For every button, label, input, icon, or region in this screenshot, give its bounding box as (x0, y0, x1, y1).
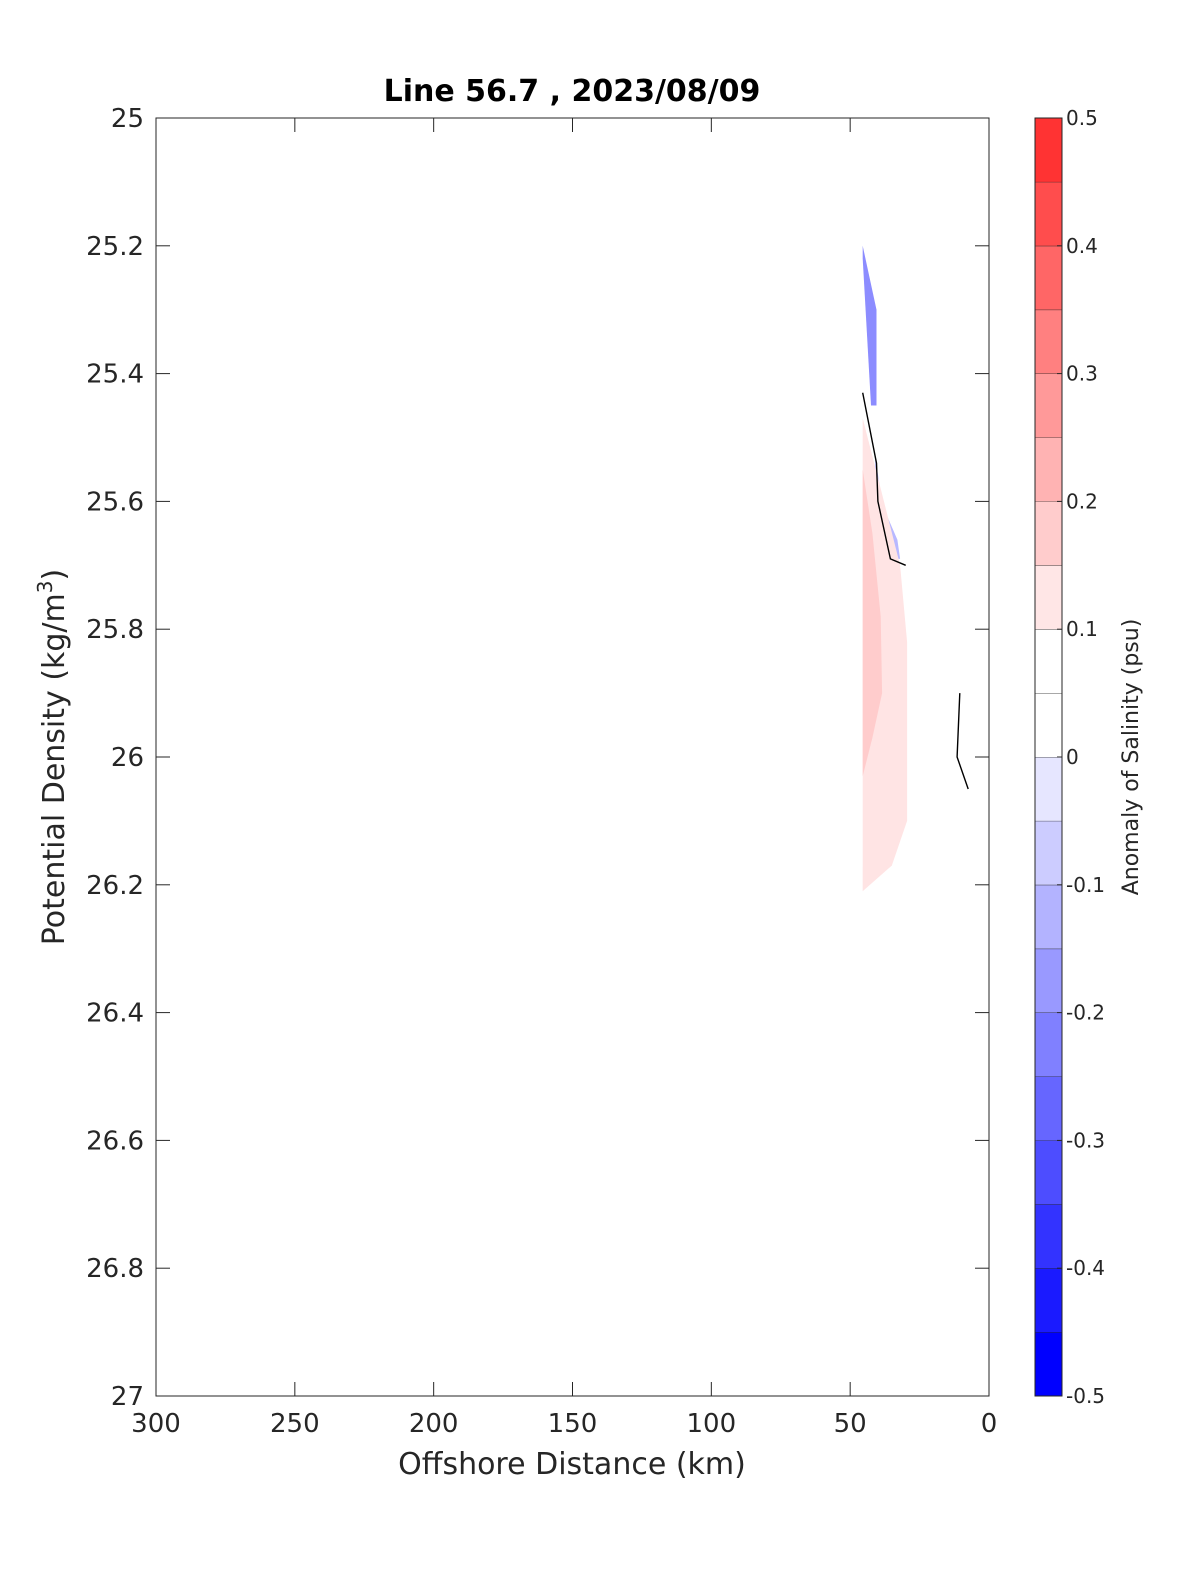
y-tick-label: 25.6 (86, 487, 144, 517)
colorbar-band (1035, 757, 1062, 821)
colorbar-tick-label: -0.2 (1066, 1001, 1105, 1025)
x-axis-ticks: 300 250 200 150 100 50 0 (131, 118, 997, 1439)
colorbar-bands (1035, 117, 1062, 1396)
y-tick-label: 25.4 (86, 360, 144, 390)
region-positive-anomaly-outer (862, 418, 908, 892)
colorbar-tick-label: 0.2 (1066, 489, 1098, 513)
colorbar-band (1035, 1140, 1062, 1205)
colorbar-band (1035, 948, 1062, 1013)
colorbar-tick-label: 0.5 (1066, 106, 1098, 130)
colorbar-band (1035, 373, 1062, 438)
colorbar-tick-label: -0.1 (1066, 873, 1105, 897)
colorbar-band (1035, 245, 1062, 310)
colorbar-ticks: -0.5 -0.4 -0.3 -0.2 -0.1 0 0.1 0.2 0.3 0.4 0.5 (1057, 106, 1105, 1408)
x-tick-label: 200 (409, 1409, 459, 1439)
colorbar-tick-label: 0 (1066, 745, 1079, 769)
colorbar-band (1035, 1332, 1062, 1396)
region-positive-anomaly-inner (862, 469, 883, 777)
y-axis-title: Potential Density (kg/m3) (33, 569, 72, 945)
colorbar-band (1035, 565, 1062, 630)
colorbar-band (1035, 501, 1062, 566)
colorbar-tick-label: 0.3 (1066, 362, 1098, 386)
colorbar-tick-label: -0.3 (1066, 1128, 1105, 1152)
contour-nearshore (956, 693, 969, 790)
colorbar-tick-label: 0.1 (1066, 617, 1098, 641)
region-negative-anomaly-upper (862, 245, 877, 406)
colorbar-band (1035, 1268, 1062, 1333)
x-tick-label: 50 (834, 1409, 867, 1439)
y-axis-ticks: 25 25.2 25.4 25.6 25.8 26 26.2 26.4 26.6 26.8 27 (86, 104, 989, 1412)
anomaly-regions (862, 245, 908, 892)
colorbar-band (1035, 437, 1062, 502)
colorbar-title: Anomaly of Salinity (psu) (1119, 619, 1144, 896)
colorbar-band (1035, 1204, 1062, 1269)
plot-area: 300 250 200 150 100 50 0 2525.225.425.625.8262… (86, 104, 997, 1439)
y-tick-label: 26.2 (86, 871, 144, 901)
colorbar-tick-label: 0.4 (1066, 234, 1098, 258)
x-axis-title: Offshore Distance (km) (398, 1447, 746, 1482)
x-tick-label: 300 (131, 1409, 181, 1439)
chart-title: Line 56.7 , 2023/08/09 (384, 74, 761, 109)
y-axis-title-main: Potential Density (kg/m (37, 593, 72, 945)
colorbar-band (1035, 309, 1062, 374)
colorbar-band (1035, 693, 1062, 757)
y-tick-label: 26.8 (86, 1254, 144, 1284)
contour-lines (862, 392, 969, 790)
y-tick-label: 26.4 (86, 999, 144, 1029)
colorbar-band (1035, 629, 1062, 694)
y-tick-label: 25.8 (86, 615, 144, 645)
colorbar-band (1035, 884, 1062, 949)
contour-offshore (862, 392, 906, 566)
colorbar-band (1035, 1012, 1062, 1077)
x-tick-label: 150 (548, 1409, 598, 1439)
colorbar: -0.5 -0.4 -0.3 -0.2 -0.1 0 0.1 0.2 0.3 0.4 0.5 Ano… (1034, 106, 1144, 1408)
y-axis-title-superscript: 3 (33, 580, 57, 593)
y-tick-label: 26 (111, 743, 144, 773)
x-tick-label: 100 (687, 1409, 737, 1439)
x-tick-label: 0 (981, 1409, 998, 1439)
colorbar-band (1035, 118, 1062, 182)
y-tick-label: 25 (111, 104, 144, 134)
colorbar-band (1035, 820, 1062, 885)
colorbar-tick-label: -0.4 (1066, 1256, 1105, 1280)
y-axis-title-end: ) (37, 569, 72, 581)
colorbar-band (1035, 181, 1062, 246)
colorbar-band (1035, 1076, 1062, 1141)
x-tick-label: 250 (270, 1409, 320, 1439)
y-tick-label: 26.6 (86, 1126, 144, 1156)
colorbar-tick-label: -0.5 (1066, 1384, 1105, 1408)
y-tick-label: 25.2 (86, 232, 144, 262)
y-tick-label: 27 (111, 1382, 144, 1412)
region-negative-anomaly-lower (875, 456, 901, 559)
